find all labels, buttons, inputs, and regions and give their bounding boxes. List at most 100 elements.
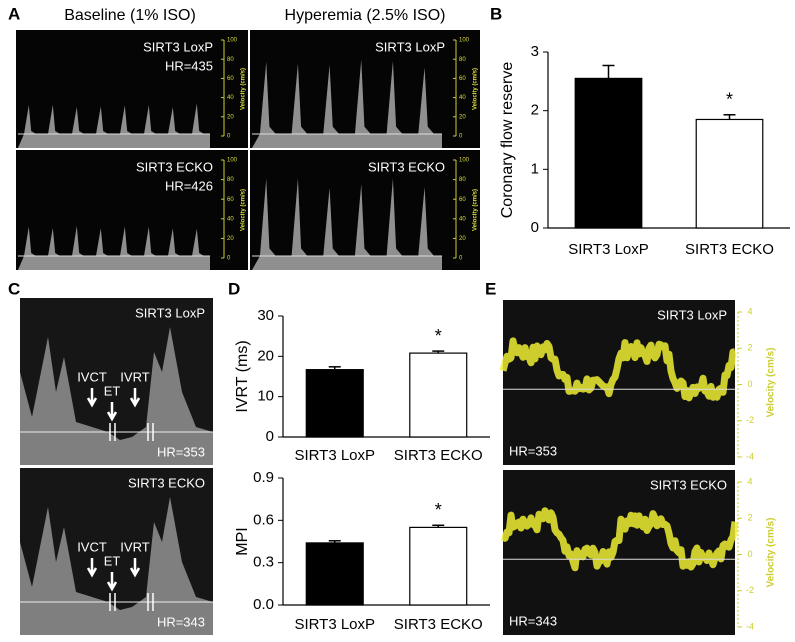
y-tick-label: 20: [257, 347, 274, 364]
scale-tick-label: 4: [747, 476, 752, 486]
interval-label: IVCT: [77, 369, 107, 384]
image-label: SIRT3 ECKO: [136, 159, 213, 174]
scale-tick-label: 100: [459, 158, 470, 164]
heart-rate: HR=435: [165, 58, 213, 73]
scale-title: Velocity (cm/s): [241, 189, 247, 231]
arrow: [86, 388, 98, 408]
image-label: SIRT3 LoxP: [657, 307, 727, 322]
y-tick-label: 0.3: [253, 554, 274, 571]
doppler-signal: [18, 103, 210, 148]
scale-tick-label: 20: [227, 236, 234, 242]
y-tick-label: 0: [266, 428, 274, 445]
scale-tick-label: 60: [459, 76, 466, 82]
scale-tick-label: 0: [747, 379, 752, 389]
scale-tick-label: 0: [747, 549, 752, 559]
panel-label: D: [228, 279, 240, 298]
scale-tick-label: -2: [746, 415, 754, 425]
scale-tick-label: 0: [459, 256, 463, 262]
y-axis-label: Coronary flow reserve: [499, 62, 516, 219]
y-tick-label: 0.6: [253, 511, 274, 528]
x-tick-label: SIRT3 LoxP: [568, 241, 649, 258]
bar: [409, 352, 468, 438]
arrow: [129, 388, 141, 408]
scale-tick-label: 80: [227, 57, 234, 63]
bar: [695, 118, 764, 229]
bar: [305, 369, 364, 438]
bar: [409, 526, 468, 606]
y-tick-label: 3: [531, 43, 539, 60]
y-axis-label: MPI: [234, 527, 251, 555]
doppler-signal: [252, 59, 442, 148]
panel-label: B: [490, 4, 502, 23]
scale-tick-label: 0: [459, 134, 463, 140]
doppler-signal: [252, 178, 442, 270]
scale-title: Velocity (cm/s): [766, 347, 777, 417]
y-tick-label: 0.9: [253, 469, 274, 486]
scale-tick-label: -4: [746, 451, 754, 461]
image-label: SIRT3 LoxP: [135, 305, 205, 320]
doppler-signal: [20, 327, 213, 465]
interval-label: ET: [104, 553, 121, 568]
bar: [574, 77, 643, 229]
scale-tick-label: 40: [227, 95, 234, 101]
heart-rate: HR=426: [165, 178, 213, 193]
arrow: [86, 558, 98, 578]
arrow: [129, 558, 141, 578]
x-tick-label: SIRT3 ECKO: [685, 241, 774, 258]
scale-tick-label: 40: [459, 95, 466, 101]
scale-tick-label: 80: [227, 177, 234, 183]
scale-tick-label: 60: [227, 197, 234, 203]
y-tick-label: 10: [257, 388, 274, 405]
x-tick-label: SIRT3 ECKO: [394, 447, 483, 464]
y-tick-label: 30: [257, 307, 274, 324]
column-title: Baseline (1% ISO): [64, 7, 196, 24]
arrow: [106, 402, 118, 422]
scale-tick-label: 0: [227, 134, 231, 140]
panel-label: A: [8, 4, 20, 23]
scale-tick-label: 100: [227, 38, 238, 44]
y-tick-label: 2: [531, 102, 539, 119]
interval-label: IVRT: [120, 369, 149, 384]
significance-mark: *: [435, 326, 442, 346]
bar: [305, 542, 364, 606]
heart-rate: HR=343: [157, 614, 205, 629]
image-label: SIRT3 LoxP: [375, 39, 445, 54]
scale-title: Velocity (cm/s): [473, 189, 479, 231]
x-tick-label: SIRT3 LoxP: [294, 616, 375, 633]
scale-tick-label: -2: [746, 585, 754, 595]
column-title: Hyperemia (2.5% ISO): [285, 7, 446, 24]
scale-tick-label: 2: [747, 343, 752, 353]
doppler-signal: [500, 507, 739, 572]
y-axis-label: IVRT (ms): [234, 340, 251, 412]
y-tick-label: 0: [531, 219, 539, 236]
scale-tick-label: 100: [227, 158, 238, 164]
x-tick-label: SIRT3 LoxP: [294, 447, 375, 464]
image-label: SIRT3 ECKO: [128, 475, 205, 490]
scale-title: Velocity (cm/s): [766, 517, 777, 587]
scale-tick-label: 60: [227, 76, 234, 82]
heart-rate: HR=353: [157, 444, 205, 459]
significance-mark: *: [435, 500, 442, 520]
scale-tick-label: 20: [459, 114, 466, 120]
image-label: SIRT3 ECKO: [650, 477, 727, 492]
scale-tick-label: 80: [459, 57, 466, 63]
scale-tick-label: -4: [746, 621, 754, 631]
scale-tick-label: 2: [747, 513, 752, 523]
heart-rate: HR=343: [509, 613, 557, 628]
x-tick-label: SIRT3 ECKO: [394, 616, 483, 633]
interval-label: ET: [104, 383, 121, 398]
y-tick-label: 0.0: [253, 596, 274, 613]
heart-rate: HR=353: [509, 443, 557, 458]
interval-label: IVCT: [77, 539, 107, 554]
scale-title: Velocity (cm/s): [473, 68, 479, 110]
scale-tick-label: 20: [459, 236, 466, 242]
doppler-signal: [20, 497, 213, 635]
scale-tick-label: 100: [459, 38, 470, 44]
scale-tick-label: 80: [459, 177, 466, 183]
doppler-image: [503, 300, 735, 465]
doppler-signal: [18, 225, 210, 270]
panel-label: E: [485, 279, 496, 298]
scale-tick-label: 40: [459, 216, 466, 222]
scale-tick-label: 4: [747, 306, 752, 316]
scale-tick-label: 40: [227, 216, 234, 222]
